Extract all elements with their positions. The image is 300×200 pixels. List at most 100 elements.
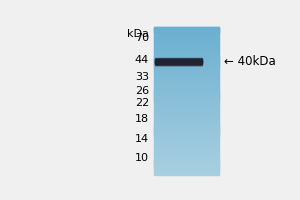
Bar <box>154 130 219 131</box>
Bar <box>155 59 202 60</box>
Bar <box>154 154 219 155</box>
Bar <box>155 63 202 64</box>
Bar <box>154 132 219 133</box>
Bar <box>154 168 219 169</box>
Bar <box>154 55 219 56</box>
Bar <box>154 134 219 135</box>
Bar <box>154 61 219 62</box>
Bar <box>154 171 219 172</box>
Bar <box>154 105 219 106</box>
Bar <box>154 131 219 132</box>
Bar <box>154 40 219 41</box>
Bar <box>154 83 219 84</box>
Bar <box>155 59 202 60</box>
Bar <box>154 161 219 162</box>
Text: 14: 14 <box>135 134 149 144</box>
Bar <box>154 108 219 109</box>
Bar <box>154 74 219 75</box>
Bar <box>154 64 219 65</box>
Bar <box>154 128 219 129</box>
Bar <box>154 98 219 99</box>
Bar <box>154 36 219 37</box>
Bar <box>154 34 219 35</box>
Bar <box>154 85 219 86</box>
Bar <box>154 149 219 150</box>
Bar <box>154 167 219 168</box>
Bar <box>154 56 219 57</box>
Bar <box>154 100 219 101</box>
Bar <box>154 79 219 80</box>
Bar <box>154 124 219 125</box>
Bar <box>154 29 219 30</box>
Bar <box>154 27 219 28</box>
Bar <box>154 42 219 43</box>
Bar <box>154 56 219 57</box>
Text: kDa: kDa <box>127 29 149 39</box>
Bar <box>154 64 219 65</box>
Bar <box>154 161 219 162</box>
Bar <box>154 45 219 46</box>
Bar <box>154 150 219 151</box>
Text: ← 40kDa: ← 40kDa <box>224 55 275 68</box>
Bar <box>154 87 219 88</box>
Bar <box>154 32 219 33</box>
Bar <box>154 125 219 126</box>
Bar <box>155 65 202 66</box>
Bar <box>154 90 219 91</box>
Bar <box>154 94 219 95</box>
Text: 44: 44 <box>135 55 149 65</box>
Bar <box>154 140 219 141</box>
Bar <box>154 66 219 67</box>
Bar <box>154 174 219 175</box>
Bar <box>154 57 219 58</box>
Bar <box>154 115 219 116</box>
Bar <box>155 64 202 65</box>
Bar <box>154 97 219 98</box>
Bar <box>154 30 219 31</box>
Bar <box>154 99 219 100</box>
Bar <box>154 151 219 152</box>
Bar <box>154 106 219 107</box>
Bar <box>154 54 219 55</box>
Bar <box>154 49 219 50</box>
Bar <box>154 148 219 149</box>
Bar <box>154 95 219 96</box>
Bar <box>154 127 219 128</box>
Bar <box>154 96 219 97</box>
Bar <box>154 144 219 145</box>
Bar <box>154 146 219 147</box>
Bar <box>154 62 219 63</box>
Bar <box>154 86 219 87</box>
Bar <box>154 93 219 94</box>
Bar <box>154 94 219 95</box>
Bar <box>155 62 202 63</box>
Bar <box>154 59 219 60</box>
Bar <box>154 162 219 163</box>
Bar <box>154 134 219 135</box>
Bar <box>154 162 219 163</box>
Bar <box>154 88 219 89</box>
Bar <box>154 76 219 77</box>
Bar <box>154 44 219 45</box>
Bar <box>154 51 219 52</box>
Bar <box>154 101 219 102</box>
Bar <box>154 159 219 160</box>
Bar <box>154 102 219 103</box>
Bar <box>154 129 219 130</box>
Bar <box>154 126 219 127</box>
Bar <box>154 37 219 38</box>
Bar <box>154 80 219 81</box>
Bar <box>154 121 219 122</box>
Bar <box>154 145 219 146</box>
Bar <box>154 66 219 67</box>
Bar <box>154 81 219 82</box>
Bar <box>155 64 202 65</box>
Bar <box>154 126 219 127</box>
Bar <box>154 82 219 83</box>
Bar <box>154 110 219 111</box>
Bar <box>154 75 219 76</box>
Bar <box>154 78 219 79</box>
Bar <box>154 63 219 64</box>
Bar <box>154 139 219 140</box>
Bar <box>154 155 219 156</box>
